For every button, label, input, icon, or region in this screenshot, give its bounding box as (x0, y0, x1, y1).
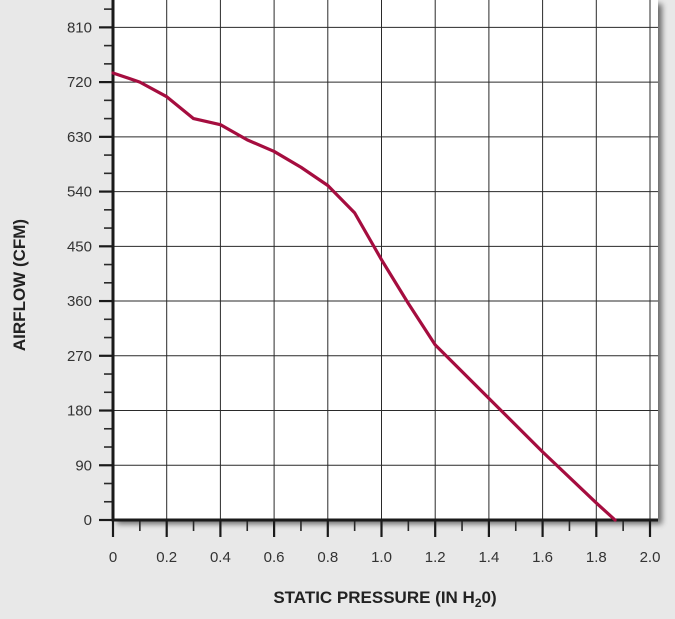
x-tick-label-1: 0.2 (156, 549, 177, 566)
y-axis-title: AIRFLOW (CFM) (10, 219, 29, 351)
x-tick-label-0: 0 (109, 549, 117, 566)
x-axis-title-subscript: 2 (475, 596, 482, 610)
y-tick-label-9: 810 (67, 19, 92, 36)
x-axis-title-main: STATIC PRESSURE (IN H (273, 588, 475, 607)
y-tick-label-1: 90 (75, 457, 92, 474)
x-tick-labels: 0 0.2 0.4 0.6 0.8 1.0 1.2 1.4 1.6 1.8 2.0 (109, 549, 661, 566)
x-axis-title-end: 0) (482, 588, 497, 607)
x-tick-label-9: 1.8 (586, 549, 607, 566)
y-tick-label-3: 270 (67, 348, 92, 365)
y-tick-labels: 0 90 180 270 360 450 540 630 720 810 (67, 19, 92, 529)
y-tick-label-4: 360 (67, 293, 92, 310)
series-line-0 (111, 71, 617, 522)
x-axis-title: STATIC PRESSURE (IN H20) (273, 588, 496, 610)
y-tick-label-8: 720 (67, 74, 92, 91)
plot-background (113, 0, 658, 520)
y-tick-label-6: 540 (67, 184, 92, 201)
y-tick-label-5: 450 (67, 238, 92, 255)
x-tick-label-10: 2.0 (640, 549, 661, 566)
series-layer (111, 71, 617, 522)
x-tick-label-7: 1.4 (478, 549, 499, 566)
x-tick-label-6: 1.2 (425, 549, 446, 566)
x-tick-label-5: 1.0 (371, 549, 392, 566)
x-tick-label-2: 0.4 (210, 549, 231, 566)
x-tick-label-3: 0.6 (264, 549, 285, 566)
y-tick-label-0: 0 (84, 512, 92, 529)
y-tick-label-7: 630 (67, 129, 92, 146)
x-tick-label-4: 0.8 (317, 549, 338, 566)
axes (99, 0, 658, 537)
grid-lines (113, 0, 658, 520)
x-tick-label-8: 1.6 (532, 549, 553, 566)
y-tick-label-2: 180 (67, 403, 92, 420)
